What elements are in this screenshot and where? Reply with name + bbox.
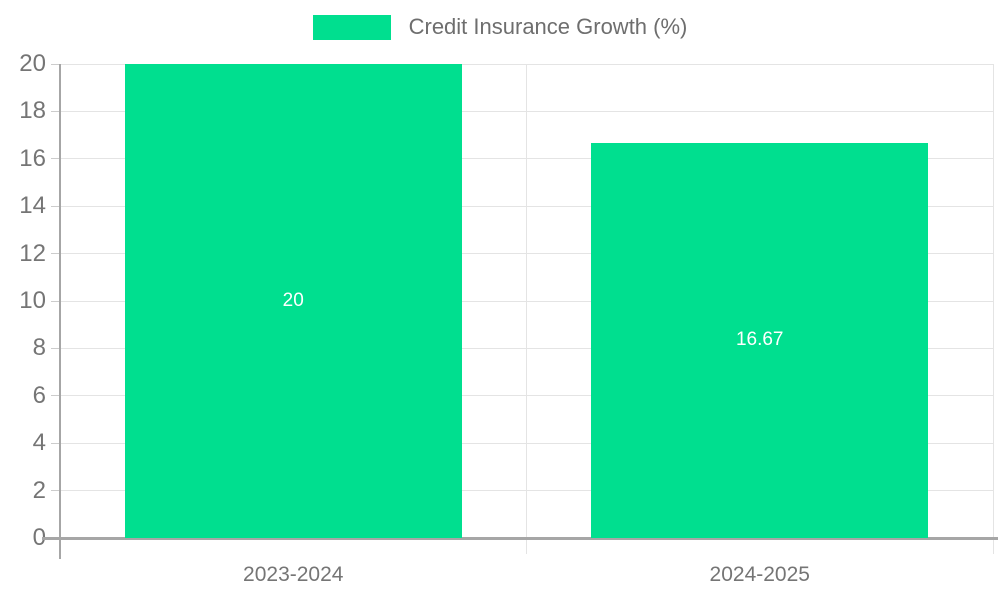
gridline-v [526, 64, 527, 554]
y-tick-mark [51, 490, 60, 492]
y-tick-mark [51, 110, 60, 112]
y-tick-mark [51, 253, 60, 255]
x-category-label: 2024-2025 [709, 563, 810, 586]
y-tick-mark [51, 63, 60, 65]
x-category-label: 2023-2024 [243, 563, 344, 586]
y-tick-label: 0 [32, 524, 46, 551]
y-tick-mark [51, 442, 60, 444]
gridline-v [992, 64, 994, 554]
legend-label: Credit Insurance Growth (%) [408, 14, 688, 39]
y-tick-label: 14 [19, 192, 46, 220]
y-tick-mark [51, 205, 60, 207]
y-tick-label: 12 [19, 239, 46, 267]
y-tick-mark [51, 395, 60, 397]
y-tick-label: 4 [32, 429, 46, 457]
y-tick-label: 10 [19, 287, 46, 314]
legend: Credit Insurance Growth (%) [0, 14, 1000, 40]
y-axis-line [59, 64, 61, 559]
y-tick-label: 8 [32, 334, 46, 362]
bar [124, 64, 462, 538]
legend-swatch [312, 14, 391, 40]
y-tick-label: 20 [19, 50, 46, 77]
y-tick-label: 6 [32, 381, 46, 409]
y-tick-label: 2 [32, 476, 46, 504]
x-axis-line [42, 537, 998, 540]
y-tick-mark [51, 300, 60, 302]
y-tick-mark [51, 158, 60, 160]
bar [591, 142, 929, 538]
y-tick-label: 16 [19, 144, 46, 172]
bar-value-label: 20 [282, 290, 304, 311]
bar-value-label: 16.67 [735, 329, 784, 351]
y-tick-label: 18 [19, 97, 46, 125]
y-tick-mark [51, 347, 60, 349]
